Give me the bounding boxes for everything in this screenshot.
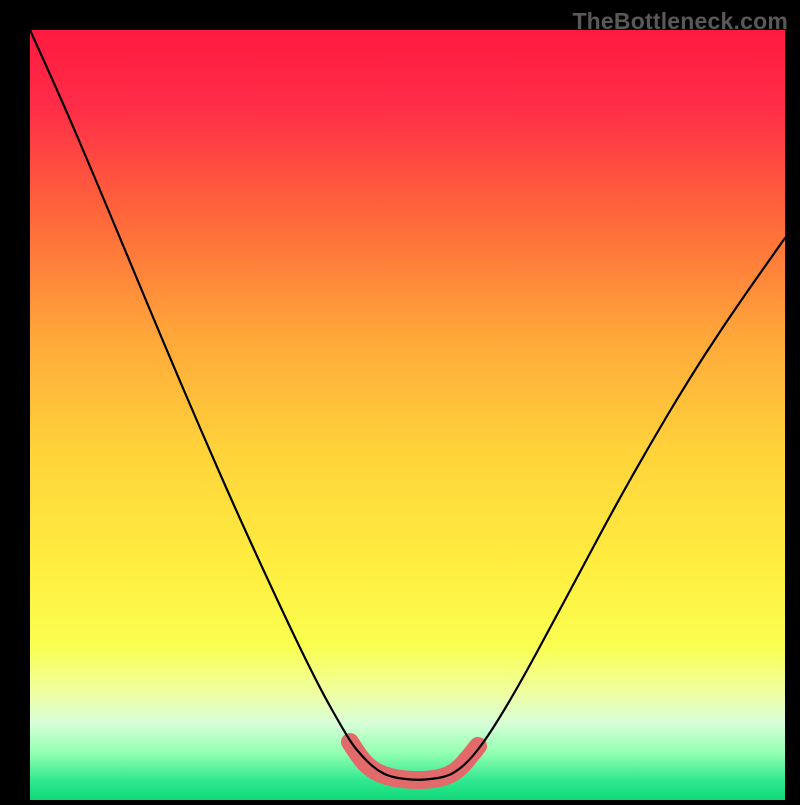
watermark-text: TheBottleneck.com — [572, 8, 788, 35]
plot-area — [30, 30, 785, 800]
chart-container — [0, 0, 800, 800]
bottleneck-chart — [0, 0, 800, 800]
